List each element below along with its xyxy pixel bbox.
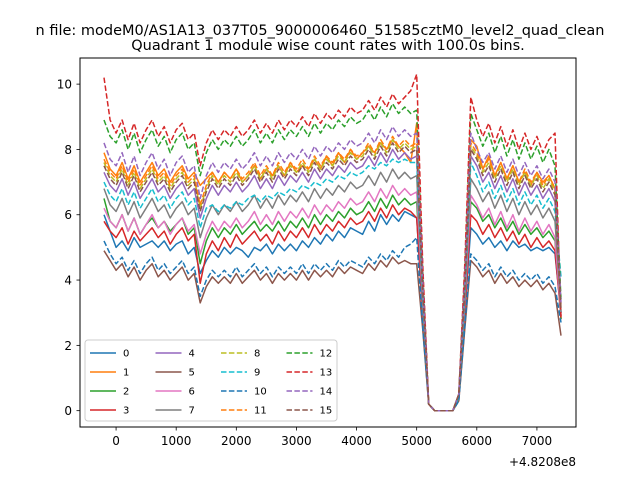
legend-label-7: 7 [189, 406, 195, 417]
legend-label-10: 10 [254, 387, 267, 398]
legend-label-6: 6 [189, 387, 195, 398]
legend-label-14: 14 [320, 387, 333, 398]
x-tick-label: 7000 [522, 434, 553, 448]
series-line-13 [103, 73, 562, 412]
series-line-0 [103, 210, 562, 412]
series-line-12 [103, 102, 562, 412]
x-tick-label: 1000 [161, 434, 192, 448]
series-line-15 [103, 142, 562, 412]
series-line-8 [103, 138, 562, 412]
x-tick-label: 2000 [221, 434, 252, 448]
x-tick-label: 6000 [462, 434, 493, 448]
legend-label-5: 5 [189, 368, 195, 379]
legend-label-2: 2 [123, 387, 129, 398]
series-line-14 [103, 125, 562, 412]
legend-label-0: 0 [123, 349, 129, 360]
series-line-11 [103, 135, 562, 412]
legend-label-1: 1 [123, 368, 129, 379]
x-tick-label: 5000 [401, 434, 432, 448]
series-line-10 [103, 236, 562, 412]
legend-label-8: 8 [254, 349, 260, 360]
y-tick-label: 8 [64, 143, 72, 157]
y-tick-label: 10 [57, 78, 72, 92]
figure-suptitle: n file: modeM0/AS1A13_037T05_9000006460_… [36, 23, 605, 39]
series-line-5 [103, 250, 562, 412]
axes-frame [79, 57, 577, 428]
legend-label-4: 4 [189, 349, 195, 360]
legend-label-12: 12 [320, 349, 333, 360]
y-tick-label: 2 [64, 339, 72, 353]
x-tick-label: 4000 [341, 434, 372, 448]
plot-area [103, 73, 562, 412]
legend-label-13: 13 [320, 368, 333, 379]
y-tick-label: 6 [64, 208, 72, 222]
series-line-4 [103, 148, 562, 412]
series-line-7 [103, 168, 562, 412]
legend-label-9: 9 [254, 368, 260, 379]
series-line-9 [103, 158, 562, 412]
x-tick-label: 3000 [281, 434, 312, 448]
series-line-6 [103, 184, 562, 412]
legend-box [84, 339, 338, 422]
y-axis: 0 2 4 6 8 10 [57, 78, 80, 418]
x-axis-offset-label: +4.8208e8 [509, 455, 576, 469]
legend-label-3: 3 [123, 406, 129, 417]
axes-title: Quadrant 1 module wise count rates with … [131, 38, 525, 54]
x-axis: 0 1000 2000 3000 4000 5000 6000 7000 [112, 427, 552, 448]
x-tick-label: 0 [112, 434, 120, 448]
y-tick-label: 0 [64, 404, 72, 418]
legend-label-11: 11 [254, 406, 267, 417]
legend-label-15: 15 [320, 406, 333, 417]
series-line-3 [103, 204, 562, 412]
y-tick-label: 4 [64, 274, 72, 288]
